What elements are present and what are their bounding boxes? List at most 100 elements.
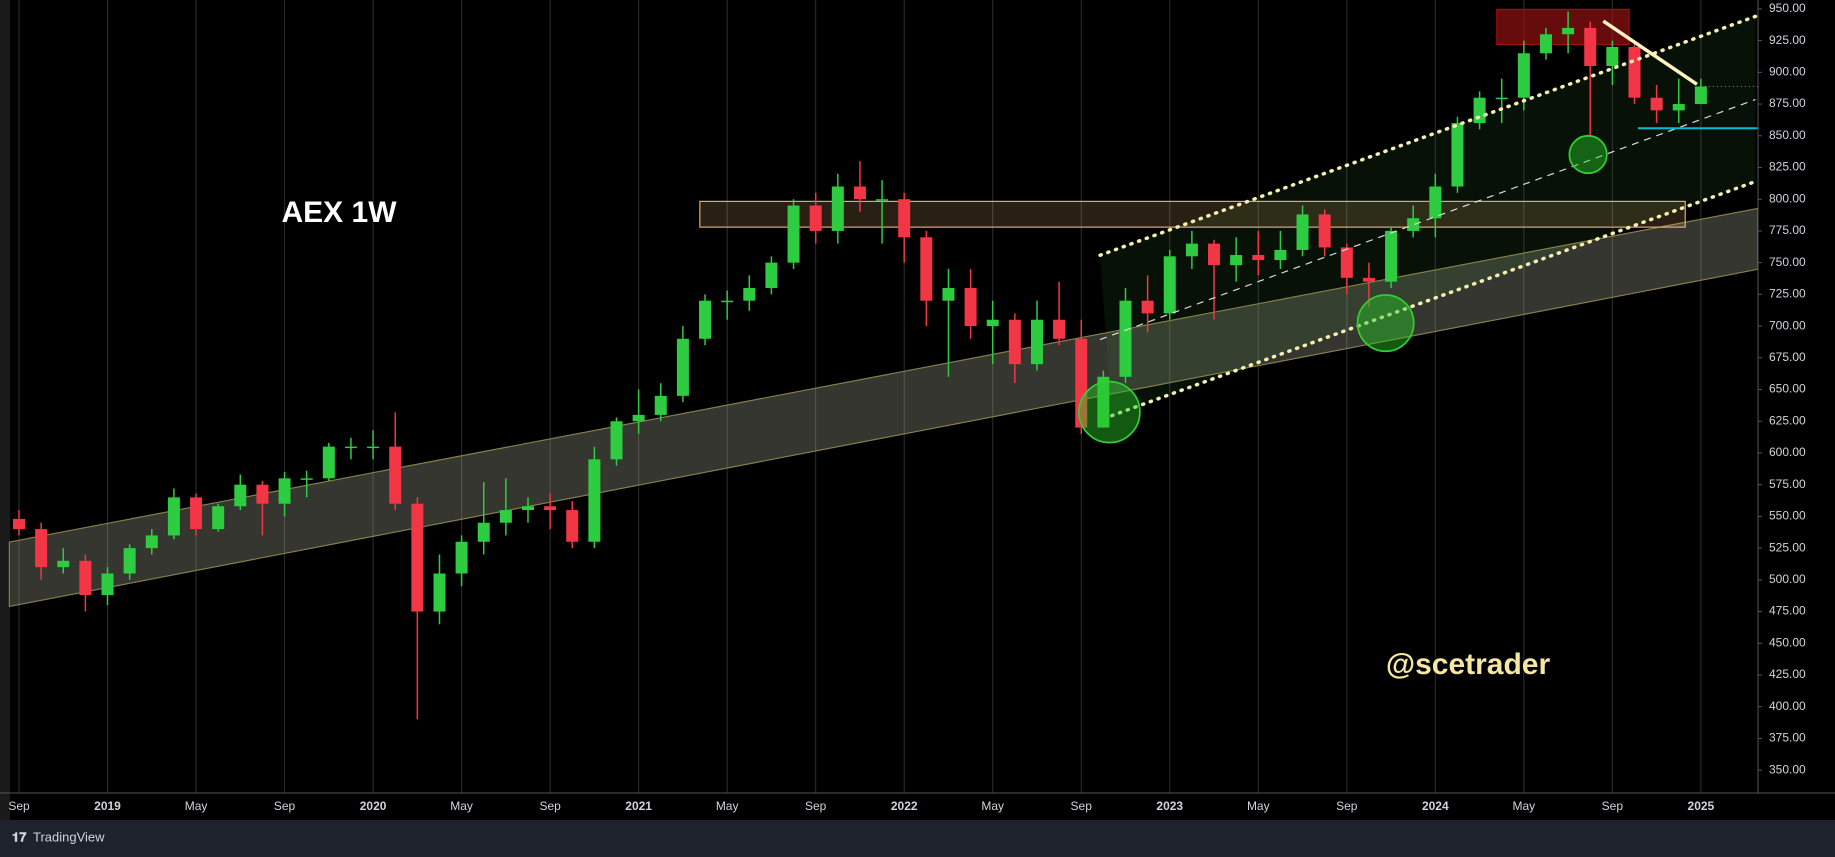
y-tick-label: 700.00 [1769, 318, 1806, 332]
x-tick-label: 2022 [891, 799, 918, 813]
down-trendline [1602, 19, 1698, 86]
candle-body [1672, 104, 1685, 111]
left-edge [0, 0, 10, 820]
y-tick-label: 625.00 [1769, 413, 1806, 427]
candle-body [1318, 214, 1331, 248]
candle-body [521, 506, 534, 511]
candle-body [632, 414, 645, 422]
y-tick-label: 925.00 [1769, 33, 1806, 47]
y-tick-label: 350.00 [1769, 762, 1806, 776]
candle-body [1628, 46, 1641, 98]
candle-body [322, 446, 335, 479]
x-tick-label: May [185, 799, 208, 813]
candle-body [1451, 123, 1464, 187]
candle-body [1030, 319, 1043, 365]
x-tick-label: Sep [274, 799, 296, 813]
candle-body [654, 395, 667, 415]
y-tick-label: 900.00 [1769, 64, 1806, 78]
candle-body [1141, 300, 1154, 314]
candle-body [256, 484, 269, 504]
candle-body [433, 573, 446, 612]
candle-body [942, 288, 955, 301]
x-tick-label: May [1247, 799, 1270, 813]
watermark: @scetrader [1386, 648, 1551, 681]
y-tick-label: 950.00 [1769, 1, 1806, 15]
x-tick-label: 2025 [1688, 799, 1715, 813]
channel-mid [1099, 98, 1756, 341]
candle-body [721, 300, 734, 303]
candle-body [35, 529, 48, 568]
channel-lower [1110, 179, 1758, 418]
candle-body [809, 205, 822, 231]
candle-body [1584, 27, 1597, 66]
candle-body [1362, 277, 1375, 282]
candle-body [212, 506, 225, 530]
candle-body [1119, 300, 1132, 377]
candle-body [1208, 243, 1221, 266]
candle-body [300, 478, 313, 480]
candle-body [610, 421, 623, 460]
candle-body [1517, 53, 1530, 98]
candle-body [1650, 97, 1663, 111]
x-tick-label: Sep [8, 799, 30, 813]
y-tick-label: 425.00 [1769, 667, 1806, 681]
candle-body [499, 510, 512, 523]
y-tick-label: 775.00 [1769, 223, 1806, 237]
y-tick-label: 850.00 [1769, 128, 1806, 142]
candle-body [964, 288, 977, 327]
y-tick-label: 875.00 [1769, 96, 1806, 110]
footer-logo-mark: 𝟏𝟕 [12, 829, 27, 844]
x-tick-label: Sep [805, 799, 827, 813]
candle-body [787, 205, 800, 263]
y-tick-label: 450.00 [1769, 635, 1806, 649]
candle-body [1539, 34, 1552, 54]
y-tick-label: 475.00 [1769, 604, 1806, 618]
candle-body [544, 506, 557, 511]
candle-body [1429, 186, 1442, 219]
candle-body [1562, 27, 1575, 35]
y-tick-label: 825.00 [1769, 160, 1806, 174]
candle-body [1008, 319, 1021, 365]
candle-body [898, 199, 911, 238]
candle-body [13, 518, 25, 530]
y-tick-label: 550.00 [1769, 509, 1806, 523]
candle-body [344, 446, 357, 449]
candle-body [1694, 86, 1707, 105]
candle-body [1252, 255, 1265, 261]
grid [18, 0, 1702, 793]
candle-body [876, 199, 889, 201]
candle-body [853, 186, 866, 200]
x-tick-label: May [716, 799, 739, 813]
candle-body [411, 503, 424, 612]
y-tick-label: 600.00 [1769, 445, 1806, 459]
candle-body [123, 548, 136, 574]
candle-body [1053, 319, 1066, 339]
x-tick-label: Sep [1336, 799, 1358, 813]
x-tick-label: Sep [1071, 799, 1093, 813]
resistance-zone [699, 200, 1686, 228]
y-axis-panel [1758, 0, 1835, 793]
candle-body [743, 288, 756, 301]
candle-body [367, 446, 380, 449]
candle-body [167, 497, 180, 536]
candle-body [1473, 97, 1486, 124]
candle-body [477, 522, 490, 542]
support-circle [1078, 380, 1141, 444]
x-tick-label: 2021 [625, 799, 652, 813]
candle-body [1296, 214, 1309, 250]
candle-body [278, 478, 291, 504]
support-circle [1356, 294, 1415, 353]
candle-body [1097, 376, 1110, 428]
channel-fill [1100, 16, 1756, 416]
chart-title: AEX 1W [281, 196, 397, 229]
y-tick-label: 375.00 [1769, 731, 1806, 745]
candle-body [1163, 256, 1176, 314]
y-tick-label: 675.00 [1769, 350, 1806, 364]
x-tick-label: 2024 [1422, 799, 1449, 813]
x-tick-label: May [981, 799, 1004, 813]
y-tick-label: 575.00 [1769, 477, 1806, 491]
x-tick-label: Sep [539, 799, 561, 813]
candle-body [588, 459, 601, 542]
y-tick-label: 800.00 [1769, 191, 1806, 205]
